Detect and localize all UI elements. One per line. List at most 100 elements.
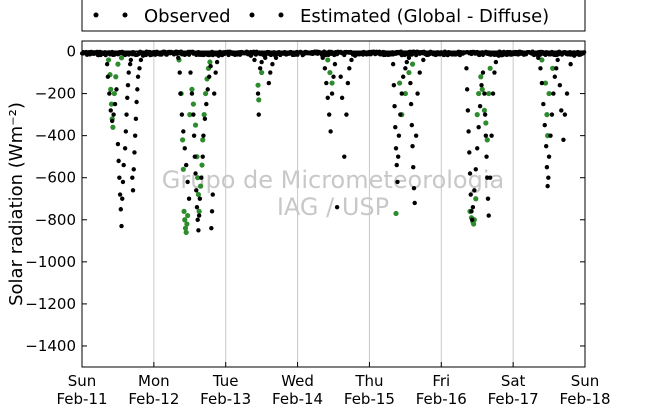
estimated-point xyxy=(492,70,497,75)
estimated-point xyxy=(202,116,208,122)
estimated-point xyxy=(125,95,130,100)
estimated-point xyxy=(123,129,129,134)
y-axis-label: Solar radiation (Wm⁻²) xyxy=(6,102,27,306)
estimated-point xyxy=(124,112,129,117)
observed-point xyxy=(397,80,403,86)
estimated-point xyxy=(130,175,135,180)
observed-point xyxy=(474,112,480,118)
estimated-point xyxy=(148,50,153,55)
estimated-point xyxy=(281,51,286,56)
estimated-point xyxy=(411,164,416,170)
observed-point xyxy=(108,101,115,107)
estimated-point xyxy=(360,50,365,55)
observed-point xyxy=(181,208,187,214)
estimated-point xyxy=(390,61,396,67)
observed-point xyxy=(473,196,479,202)
estimated-point xyxy=(189,91,195,96)
estimated-point xyxy=(536,55,541,61)
estimated-point xyxy=(199,175,204,180)
observed-point xyxy=(197,183,204,189)
estimated-point xyxy=(186,196,192,201)
estimated-point xyxy=(212,91,217,96)
estimated-point xyxy=(561,137,566,143)
estimated-point xyxy=(120,196,125,201)
x-tick-label-day: Sat xyxy=(501,372,526,390)
estimated-point xyxy=(483,133,489,138)
legend-observed-label: Observed xyxy=(144,6,231,27)
estimated-point xyxy=(183,162,189,168)
estimated-point xyxy=(192,154,198,159)
y-tick-label: −200 xyxy=(35,85,76,103)
estimated-point xyxy=(555,57,560,63)
estimated-point xyxy=(331,74,336,79)
observed-point xyxy=(256,97,262,103)
estimated-point xyxy=(263,55,268,61)
estimated-point xyxy=(460,51,466,56)
estimated-point xyxy=(214,59,220,65)
estimated-point xyxy=(117,175,122,180)
observed-point xyxy=(189,86,195,92)
estimated-point xyxy=(468,192,473,197)
estimated-point xyxy=(181,129,186,134)
estimated-point xyxy=(469,217,475,222)
estimated-point xyxy=(394,162,399,168)
estimated-point xyxy=(191,112,196,117)
estimated-point xyxy=(200,154,205,159)
y-tick-label: −1400 xyxy=(25,337,76,355)
estimated-point xyxy=(94,50,99,55)
estimated-point xyxy=(135,74,141,79)
observed-point xyxy=(393,210,399,217)
estimated-point xyxy=(288,50,293,55)
estimated-point xyxy=(176,55,181,61)
estimated-point xyxy=(396,133,402,138)
estimated-point xyxy=(270,61,275,67)
estimated-point xyxy=(408,80,413,86)
observed-point xyxy=(195,191,202,198)
estimated-point xyxy=(208,64,213,69)
estimated-point xyxy=(255,91,261,96)
observed-point xyxy=(325,57,331,63)
estimated-point xyxy=(412,200,417,206)
estimated-point xyxy=(489,133,494,138)
estimated-point xyxy=(196,213,202,218)
observed-point xyxy=(550,65,556,71)
y-tick-label: −400 xyxy=(35,127,76,145)
observed-point xyxy=(110,124,116,130)
estimated-point xyxy=(552,74,558,79)
legend: Observed Estimated (Global - Diffuse) xyxy=(81,0,586,32)
estimated-point xyxy=(518,50,523,55)
observed-point xyxy=(483,120,489,126)
estimated-point xyxy=(421,57,426,63)
estimated-point xyxy=(133,116,139,122)
estimated-point xyxy=(258,66,263,71)
estimated-point xyxy=(223,50,228,55)
estimated-point xyxy=(178,91,183,96)
estimated-point xyxy=(476,125,481,130)
estimated-point xyxy=(197,196,203,201)
legend-observed-marker xyxy=(122,12,128,18)
estimated-point xyxy=(472,188,477,193)
estimated-point xyxy=(185,179,190,185)
estimated-point xyxy=(464,66,469,71)
estimated-point xyxy=(408,101,414,107)
estimated-point xyxy=(464,87,470,92)
estimated-point xyxy=(206,74,212,79)
estimated-point xyxy=(109,118,115,124)
estimated-point xyxy=(490,91,496,96)
estimated-point xyxy=(352,53,358,58)
estimated-point xyxy=(302,50,307,55)
y-tick-label: −600 xyxy=(35,169,76,187)
observed-point xyxy=(200,137,206,143)
estimated-point xyxy=(108,108,113,113)
estimated-point xyxy=(256,112,261,117)
estimated-point xyxy=(339,95,345,100)
x-tick-label-date: Feb-17 xyxy=(488,390,539,408)
estimated-point xyxy=(453,50,458,55)
estimated-point xyxy=(144,50,149,55)
observed-point xyxy=(476,90,482,97)
estimated-point xyxy=(135,87,140,92)
estimated-point xyxy=(116,158,121,164)
estimated-point xyxy=(252,57,257,63)
estimated-point xyxy=(248,53,254,58)
estimated-point xyxy=(467,150,472,155)
